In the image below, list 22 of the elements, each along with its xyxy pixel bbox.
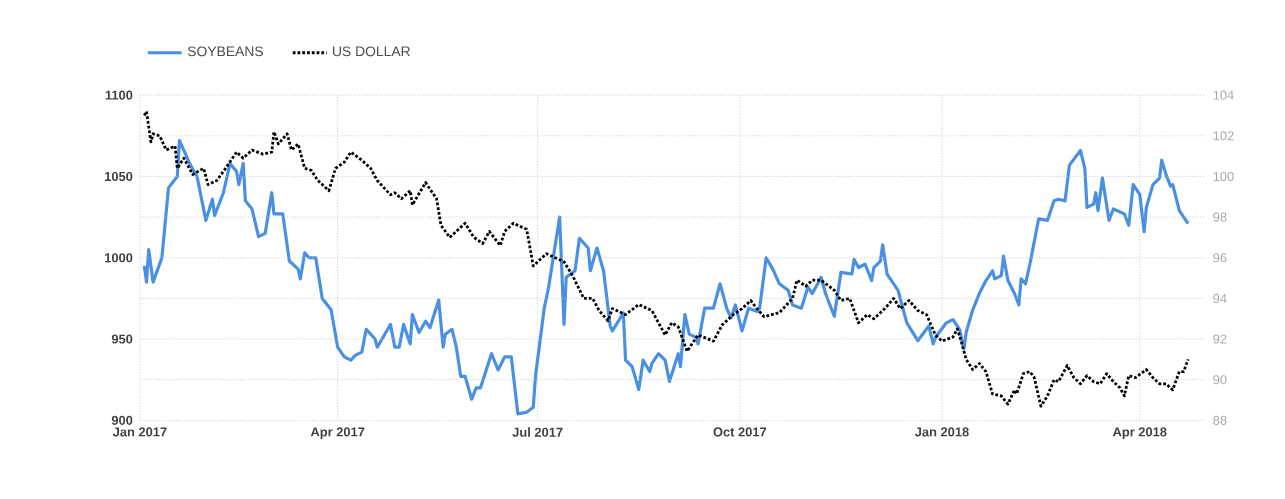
x-tick-label: Apr 2018 <box>1112 427 1167 440</box>
y2-tick-label: 100 <box>1213 172 1234 182</box>
legend-label: SOYBEANS <box>187 46 263 57</box>
x-tick-label: Jan 2017 <box>112 427 167 437</box>
y-tick-label: 1050 <box>105 172 133 182</box>
y2-tick-label: 98 <box>1213 212 1227 222</box>
y2-tick-label: 96 <box>1213 253 1227 263</box>
x-tick-label: Apr 2017 <box>310 427 365 440</box>
y2-tick-label: 104 <box>1213 90 1234 100</box>
y-tick-label: 950 <box>111 334 133 344</box>
y2-tick-label: 92 <box>1213 334 1227 344</box>
y-tick-label: 1000 <box>105 253 133 263</box>
x-tick-label: Jul 2017 <box>512 427 563 437</box>
y-tick-label: 1100 <box>105 90 133 100</box>
y-tick-label: 900 <box>111 415 133 426</box>
legend-label: US DOLLAR <box>333 46 410 57</box>
y2-tick-label: 102 <box>1213 131 1234 141</box>
y2-tick-label: 94 <box>1213 294 1227 304</box>
y2-tick-label: 90 <box>1213 375 1227 385</box>
y2-tick-label: 88 <box>1213 415 1227 426</box>
x-tick-label: Oct 2017 <box>713 427 767 437</box>
x-tick-label: Jan 2018 <box>914 427 969 437</box>
